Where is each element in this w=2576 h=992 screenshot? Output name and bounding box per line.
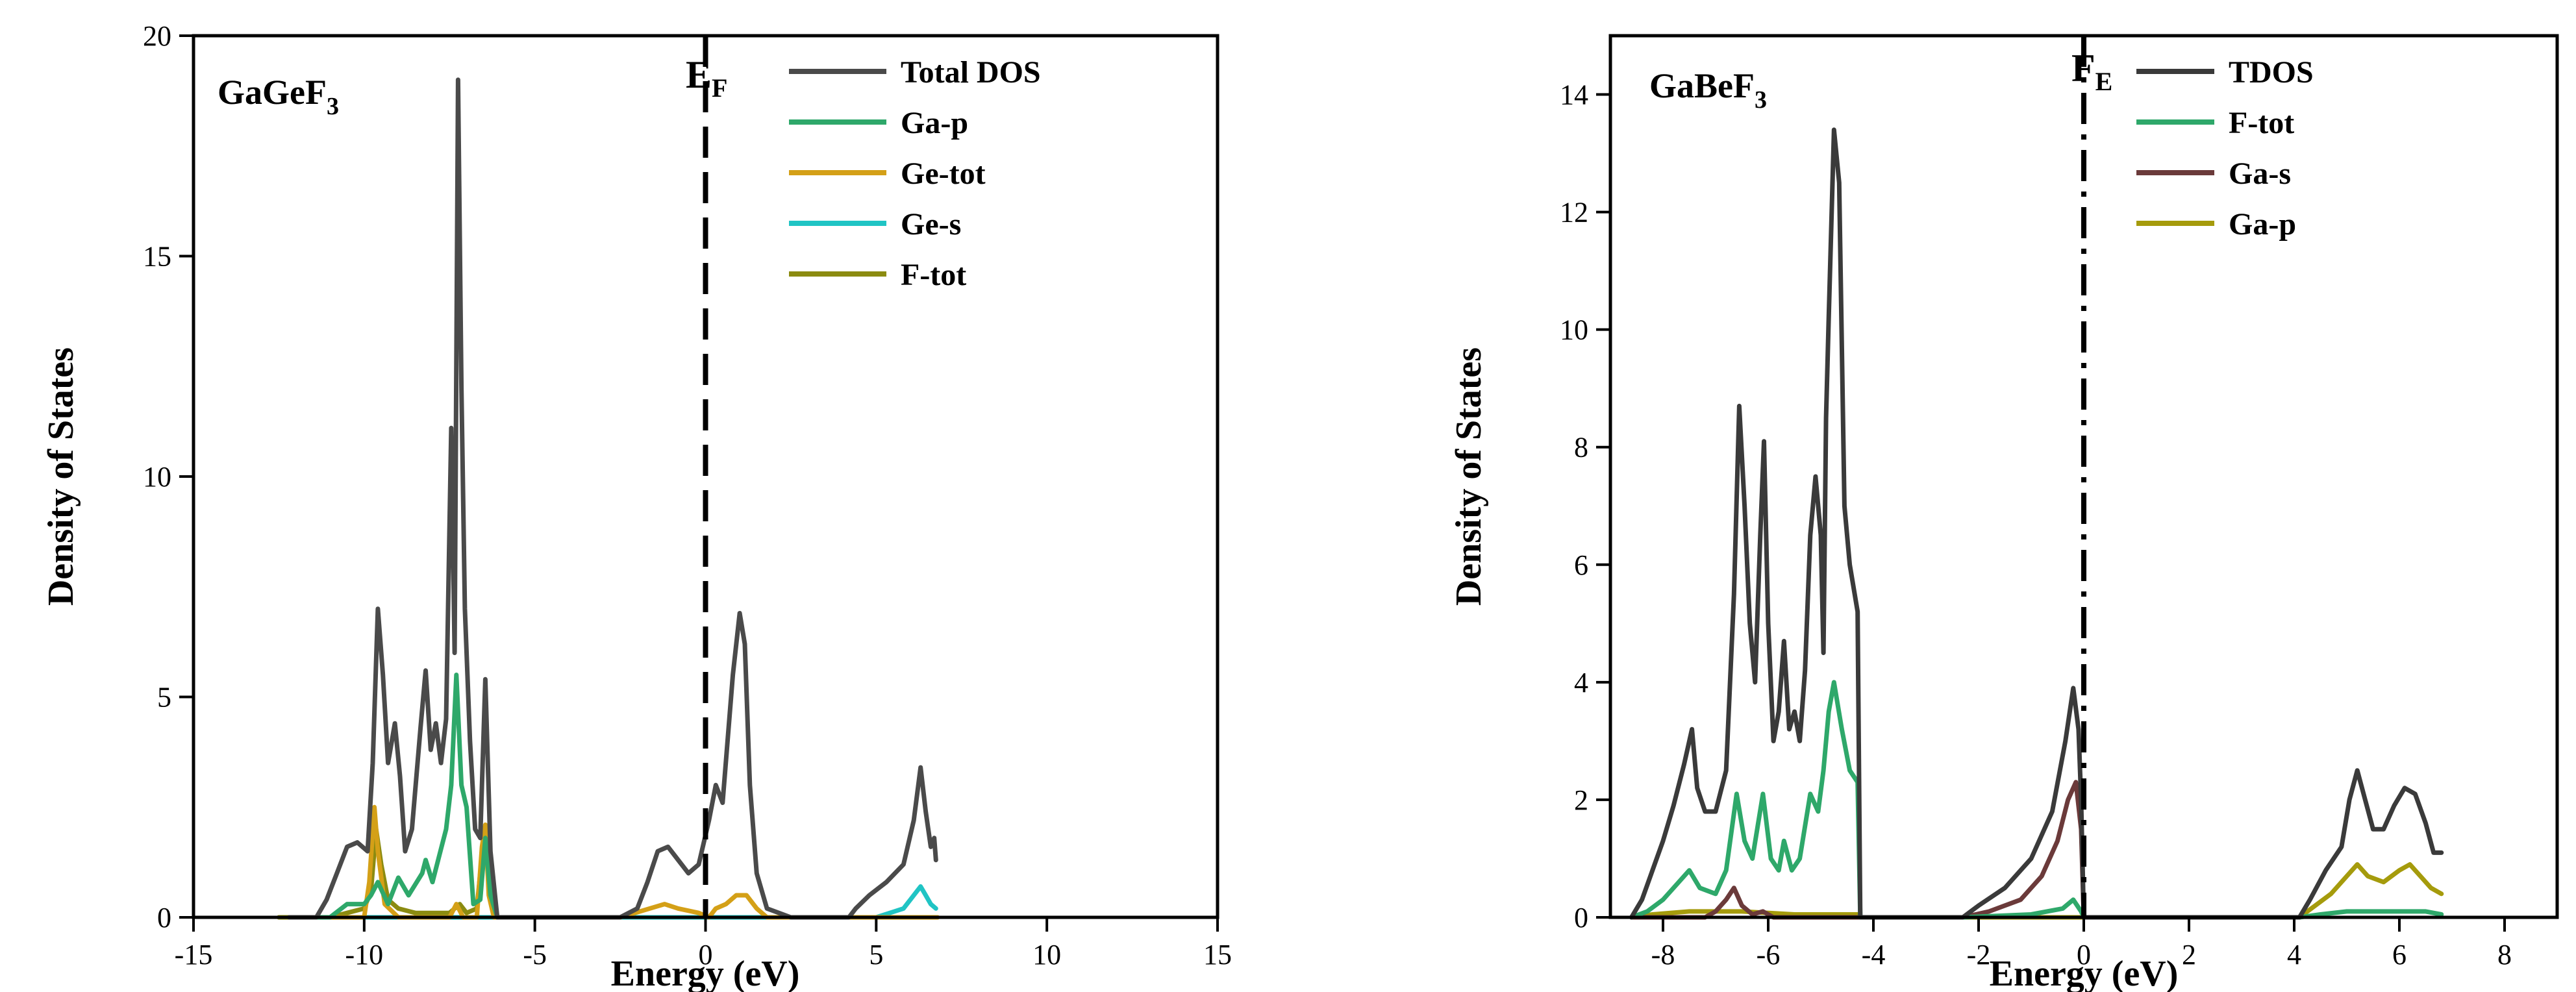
x-tick-label: 6	[2392, 939, 2407, 971]
y-tick-label: 12	[1560, 197, 1588, 229]
legend-label: TDOS	[2229, 55, 2314, 90]
y-axis-title-right: Density of States	[1449, 347, 1489, 606]
y-tick-label: 8	[1574, 432, 1588, 464]
compound-label-right: GaBeF3	[1649, 66, 1767, 114]
x-tick-label: -8	[1651, 939, 1675, 971]
legend-label: Ga-s	[2229, 156, 2291, 191]
dos-panel-gabef3: -8 -6 -4 -2 0 2 4 6 8 0 2 4 6 8 10 12 14 GaBeF3 FE TDOS F…	[1449, 34, 2559, 992]
series-line-tdos	[1629, 127, 2444, 920]
series-layer-right	[1629, 127, 2444, 920]
y-tick-label: 10	[143, 461, 171, 493]
y-tick-label: 0	[1574, 902, 1588, 934]
x-tick-label: 4	[2287, 939, 2301, 971]
y-tick-label: 4	[1574, 667, 1588, 699]
legend-right: TDOS F-tot Ga-s Ga-p	[2136, 55, 2314, 242]
x-tick-label: 0	[2077, 939, 2091, 971]
x-tick-label: -5	[523, 939, 547, 971]
legend-left: Total DOS Ga-p Ge-tot Ge-s F-tot	[789, 55, 1041, 292]
y-tick-label: 15	[143, 241, 171, 273]
x-tick-label: 15	[1203, 939, 1232, 971]
y-tick-label: 6	[1574, 549, 1588, 581]
y-tick-label: 14	[1560, 79, 1588, 111]
x-tick-label: 2	[2182, 939, 2196, 971]
x-tick-label: 5	[869, 939, 883, 971]
x-tick-label: -2	[1967, 939, 1991, 971]
series-line-ga-p	[1629, 862, 2444, 920]
y-tick-label: 5	[157, 682, 171, 713]
legend-label: Ga-p	[901, 106, 968, 140]
x-axis-title-left: Energy (eV)	[611, 954, 800, 992]
compound-label-left: GaGeF3	[218, 73, 339, 120]
fermi-label-left: EF	[686, 53, 727, 103]
x-tick-label: 0	[699, 939, 713, 971]
x-tick-label: 8	[2497, 939, 2512, 971]
series-line-total-dos	[286, 77, 938, 920]
legend-label: F-tot	[901, 258, 966, 292]
x-axis-title-right: Energy (eV)	[1990, 954, 2179, 992]
ticks-layer-right: -8 -6 -4 -2 0 2 4 6 8 0 2 4 6 8 10 12 14	[1560, 79, 2512, 971]
series-line-ga-p	[294, 673, 538, 920]
y-tick-label: 2	[1574, 784, 1588, 816]
x-tick-label: -4	[1862, 939, 1886, 971]
ticks-layer-left: -15 -10 -5 0 5 10 15 0 5 10 15 20	[143, 20, 1232, 971]
dos-panel-gagef3: -15 -10 -5 0 5 10 15 0 5 10 15 20 GaGeF3 EF Total D…	[41, 20, 1232, 992]
legend-label: F-tot	[2229, 106, 2294, 140]
fermi-label-right: FE	[2071, 47, 2112, 96]
legend-label: Ge-s	[901, 207, 961, 242]
legend-label: Ge-tot	[901, 156, 986, 191]
x-tick-label: -10	[345, 939, 384, 971]
y-tick-label: 20	[143, 20, 171, 52]
y-tick-label: 10	[1560, 314, 1588, 346]
x-tick-label: -15	[175, 939, 213, 971]
legend-label: Total DOS	[901, 55, 1041, 90]
x-tick-label: 10	[1032, 939, 1061, 971]
x-tick-label: -6	[1757, 939, 1781, 971]
legend-label: Ga-p	[2229, 207, 2296, 242]
series-layer-left	[276, 77, 940, 920]
y-tick-label: 0	[157, 902, 171, 934]
y-axis-title-left: Density of States	[41, 347, 81, 606]
